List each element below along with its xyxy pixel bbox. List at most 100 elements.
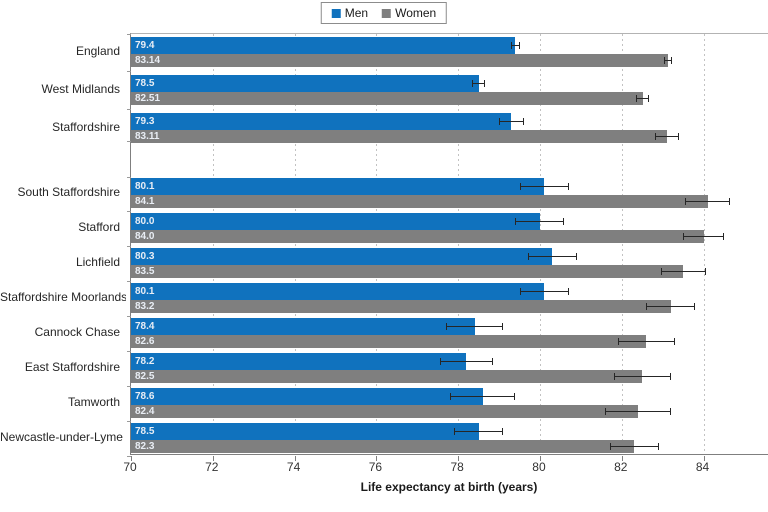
women-error-bar [646,303,696,310]
error-bar-cap-right [723,233,724,240]
category-label: Lichfield [75,255,120,269]
y-axis-tick [127,421,131,422]
y-axis-tick [127,456,131,457]
error-bar-line [499,121,524,122]
men-error-bar [511,42,520,49]
error-bar-line [519,291,569,292]
error-bar-line [683,236,724,237]
y-axis-tick [127,177,131,178]
error-bar-line [609,446,659,447]
error-bar-line [685,201,731,202]
error-bar-cap-left [515,218,517,225]
x-tick-label: 82 [614,460,628,474]
x-axis-tick [212,456,214,461]
y-axis-tick [127,316,131,317]
women-error-bar [605,408,671,415]
women-bar: 82.6 [131,335,647,348]
category-label: Staffordshire [52,120,120,134]
legend-item-men: Men [331,6,369,20]
men-error-bar [527,253,577,260]
error-bar-cap-right [647,95,649,102]
women-error-bar [664,57,673,64]
men-value-label: 80.0 [135,216,155,227]
error-bar-line [613,376,671,377]
x-axis-tick-labels: 70 72 74 76 78 80 82 84 [123,460,768,475]
gridline [703,34,705,454]
error-bar-cap-left [445,323,447,330]
men-value-label: 78.4 [135,321,155,332]
men-error-bar [439,358,493,365]
x-tick-label: 78 [450,460,464,474]
men-value-label: 78.5 [135,78,155,89]
gridline [294,34,296,454]
men-bar: 80.1 [131,178,545,195]
error-bar-cap-left [617,338,619,345]
error-bar-cap-right [657,443,659,450]
error-bar-cap-right [563,218,565,225]
error-bar-cap-left [499,118,501,125]
legend-label-women: Women [395,6,437,20]
error-bar-line [664,60,673,61]
x-tick-label: 84 [695,460,710,474]
category-label: East Staffordshire [24,360,120,374]
women-value-label: 83.14 [135,55,161,66]
error-bar-line [605,411,671,412]
x-axis-tick [458,456,460,461]
gridline [212,34,214,454]
women-bar: 82.4 [131,405,639,418]
women-bar: 82.51 [131,92,643,105]
category-label: West Midlands [41,82,120,96]
men-bar: 78.4 [131,318,475,335]
error-bar-cap-right [502,323,504,330]
men-bar: 80.0 [131,213,540,230]
x-axis-tick [131,456,132,461]
men-error-bar [515,218,565,225]
women-error-bar [617,338,675,345]
men-bar: 78.2 [131,353,467,370]
men-error-bar [519,183,569,190]
men-bar: 78.6 [131,388,483,405]
y-axis-tick [127,211,131,212]
women-bar: 82.3 [131,440,635,453]
error-bar-line [454,431,504,432]
error-bar-line [660,271,706,272]
error-bar-cap-left [519,288,521,295]
error-bar-cap-left [660,268,662,275]
men-bar: 80.3 [131,248,553,265]
women-value-label: 82.51 [135,93,161,104]
men-value-label: 80.1 [135,286,155,297]
error-bar-cap-left [685,198,687,205]
women-value-label: 82.4 [135,406,155,417]
error-bar-cap-right [483,80,485,87]
error-bar-cap-right [673,338,675,345]
gridline [458,34,460,454]
error-bar-cap-left [613,373,615,380]
category-label: Cannock Chase [34,325,120,339]
error-bar-cap-right [575,253,577,260]
women-series-swatch-icon [382,8,392,18]
error-bar-cap-left [683,233,685,240]
x-axis-tick [703,456,705,461]
chart-legend: Men Women [320,2,448,24]
legend-label-men: Men [344,6,369,20]
women-error-bar [685,198,731,205]
error-bar-line [636,98,649,99]
y-axis-tick [127,141,131,142]
gridline [621,34,623,454]
category-label: Newcastle-under-Lyme [0,430,123,444]
error-bar-cap-left [636,95,638,102]
y-axis-tick [127,34,131,35]
error-bar-cap-right [522,118,524,125]
legend-item-women: Women [382,6,436,20]
women-error-bar [636,95,649,102]
women-error-bar [613,373,671,380]
women-error-bar [683,233,724,240]
x-tick-label: 74 [286,460,301,474]
error-bar-cap-right [669,373,671,380]
x-tick-label: 80 [532,460,546,474]
error-bar-line [654,136,680,137]
error-bar-cap-right [729,198,731,205]
women-value-label: 84.0 [135,231,155,242]
x-axis-tick [294,456,296,461]
